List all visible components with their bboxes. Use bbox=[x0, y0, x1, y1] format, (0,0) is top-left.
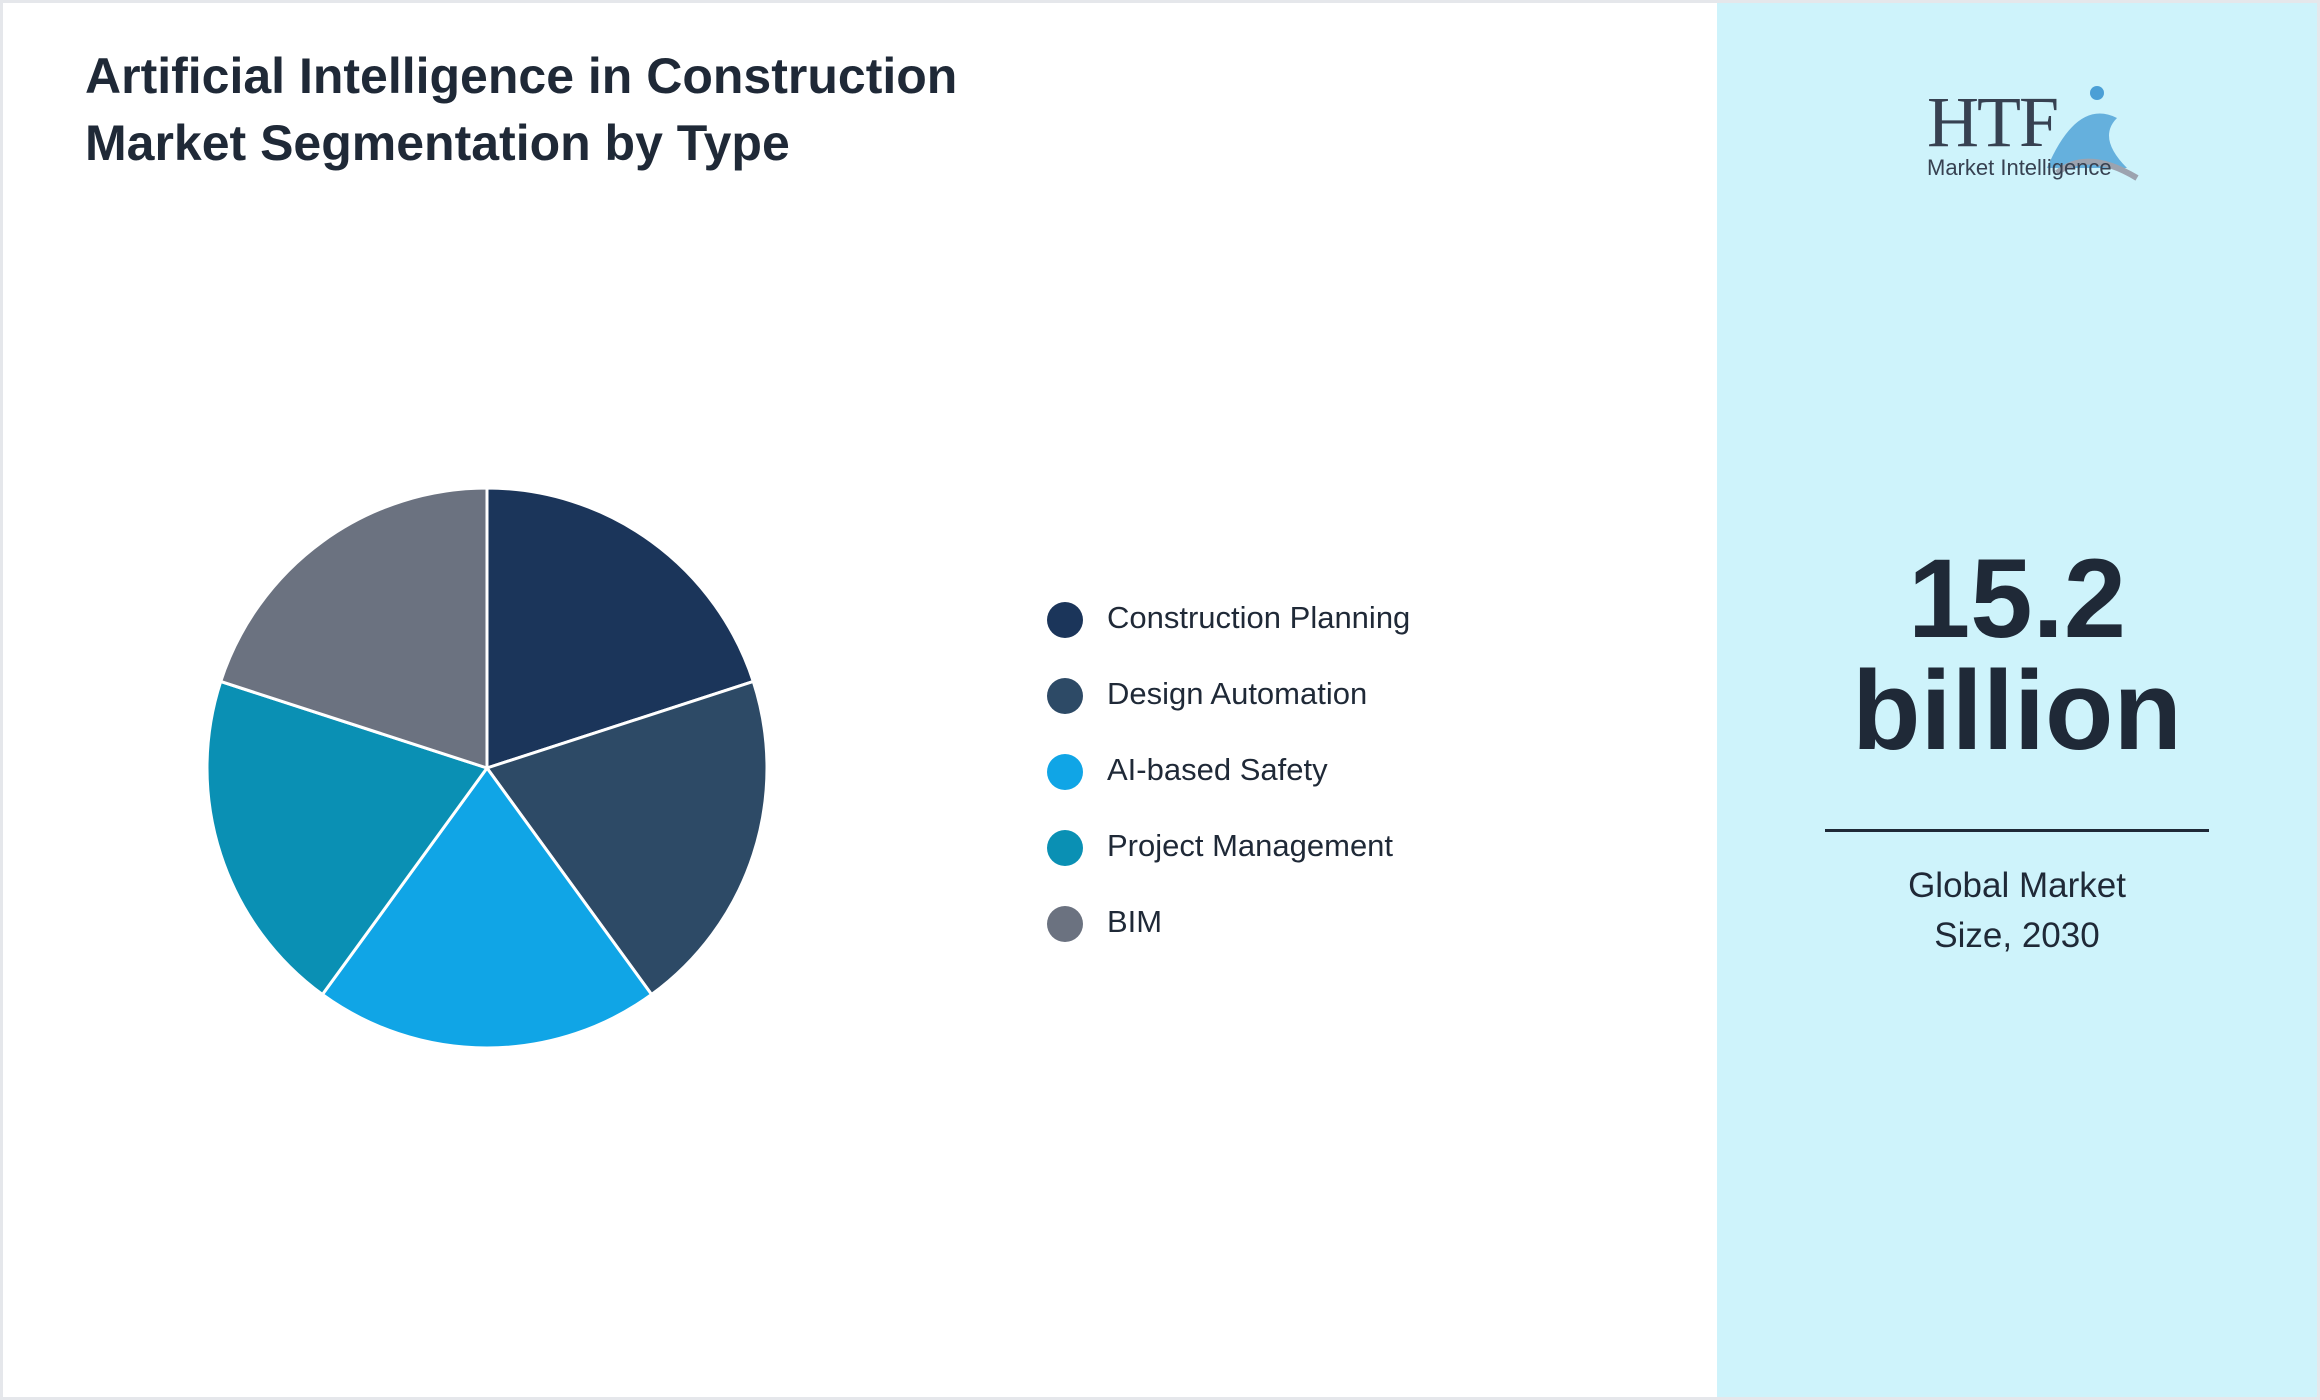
pie-slice bbox=[205, 679, 490, 997]
pie-slice bbox=[484, 679, 769, 997]
divider bbox=[1825, 829, 2209, 832]
chart: Construction Planning Design Automation AI… bbox=[205, 486, 1410, 1050]
stat-unit: billion bbox=[1852, 648, 2182, 773]
legend-swatch bbox=[1047, 678, 1083, 714]
stat-caption: Global Market Size, 2030 bbox=[1908, 866, 2126, 955]
logo-text: Market Intelligence bbox=[1927, 155, 2112, 180]
chart-title: Artificial Intelligence in Construction … bbox=[85, 48, 958, 171]
pie-slice bbox=[320, 765, 654, 1050]
legend-label: Design Automation bbox=[1107, 676, 1367, 711]
pie-slice bbox=[218, 486, 489, 771]
stat-number: 15.2 bbox=[1908, 536, 2126, 661]
legend-swatch bbox=[1047, 602, 1083, 638]
pie-slice bbox=[485, 486, 756, 771]
legend-label: Construction Planning bbox=[1107, 600, 1410, 635]
legend-swatch bbox=[1047, 754, 1083, 790]
logo-mark: HTF bbox=[1927, 82, 2059, 162]
legend-label: Project Management bbox=[1107, 828, 1393, 863]
logo-icon bbox=[2047, 86, 2139, 181]
legend-swatch bbox=[1047, 830, 1083, 866]
legend-label: AI-based Safety bbox=[1107, 752, 1328, 787]
legend-swatch bbox=[1047, 906, 1083, 942]
side-panel: HTF Market Intelligence 15.2 billion Glo… bbox=[1717, 3, 2317, 1397]
legend-label: BIM bbox=[1107, 904, 1162, 939]
